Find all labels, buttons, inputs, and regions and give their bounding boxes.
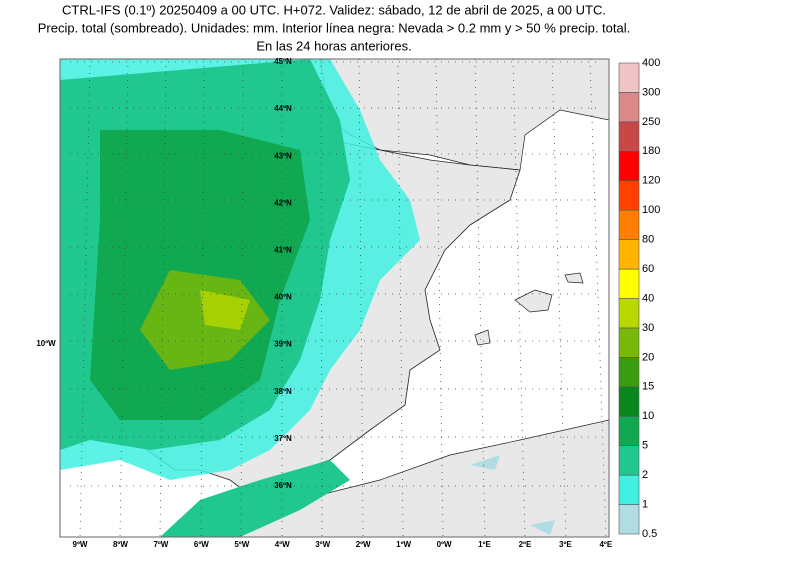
colorbar-label: 1 [642, 498, 648, 510]
colorbar-segment [618, 415, 640, 446]
colorbar-segment [618, 474, 640, 505]
colorbar-label: 10 [642, 410, 654, 422]
colorbar-label: 60 [642, 263, 654, 275]
colorbar-segment [618, 121, 640, 152]
lon-label: 1ºE [478, 540, 491, 549]
colorbar-label: 30 [642, 322, 654, 334]
colorbar-label: 400 [642, 57, 660, 69]
lon-label: 9ºW [73, 540, 88, 549]
map [60, 59, 609, 537]
colorbar-label: 20 [642, 351, 654, 363]
colorbar-segment [618, 268, 640, 299]
lat-label: 40ºN [274, 293, 292, 302]
lon-label: 10ºW [36, 339, 56, 348]
lon-label: 1ºW [396, 540, 411, 549]
lon-label: 0ºW [437, 540, 452, 549]
lon-label: 2ºW [356, 540, 371, 549]
lon-label: 4ºE [599, 540, 612, 549]
lon-label: 4ºW [275, 540, 290, 549]
title-line: Precip. total (sombreado). Unidades: mm.… [38, 20, 631, 35]
colorbar-label: 15 [642, 381, 654, 393]
lat-label: 39ºN [274, 340, 292, 349]
colorbar-label: 5 [642, 440, 648, 452]
lon-label: 8ºW [113, 540, 128, 549]
lat-label: 42ºN [274, 198, 292, 207]
colorbar-segment [618, 209, 640, 240]
map-frame [59, 58, 610, 538]
lat-label: 45ºN [274, 57, 292, 66]
colorbar-segment [618, 62, 640, 93]
colorbar-label: 120 [642, 175, 660, 187]
lon-label: 2ºE [519, 540, 532, 549]
colorbar-segment [618, 298, 640, 329]
colorbar-segment [618, 239, 640, 270]
title-line: En las 24 horas anteriores. [256, 38, 411, 53]
lat-label: 41ºN [274, 246, 292, 255]
colorbar-segment [618, 504, 640, 535]
lon-label: 6ºW [194, 540, 209, 549]
lat-label: 44ºN [274, 104, 292, 113]
colorbar-label: 100 [642, 204, 660, 216]
colorbar-label: 250 [642, 116, 660, 128]
colorbar-label: 40 [642, 292, 654, 304]
lon-label: 7ºW [153, 540, 168, 549]
colorbar-label: 300 [642, 86, 660, 98]
colorbar-segment [618, 180, 640, 211]
colorbar-label: 2 [642, 469, 648, 481]
lat-label: 37ºN [274, 434, 292, 443]
colorbar-label: 180 [642, 145, 660, 157]
lat-label: 36ºN [274, 481, 292, 490]
colorbar-segment [618, 445, 640, 476]
lon-label: 3ºW [315, 540, 330, 549]
colorbar-segment [618, 151, 640, 182]
lon-label: 5ºW [234, 540, 249, 549]
lat-label: 43ºN [274, 151, 292, 160]
colorbar-label: 0.5 [642, 528, 657, 540]
colorbar-segment [618, 357, 640, 388]
colorbar-label: 80 [642, 234, 654, 246]
lat-label: 38ºN [274, 387, 292, 396]
colorbar-segment [618, 327, 640, 358]
colorbar-segment [618, 386, 640, 417]
lon-label: 3ºE [559, 540, 572, 549]
colorbar-segment [618, 92, 640, 123]
title-line: CTRL-IFS (0.1º) 20250409 a 00 UTC. H+072… [62, 2, 606, 17]
